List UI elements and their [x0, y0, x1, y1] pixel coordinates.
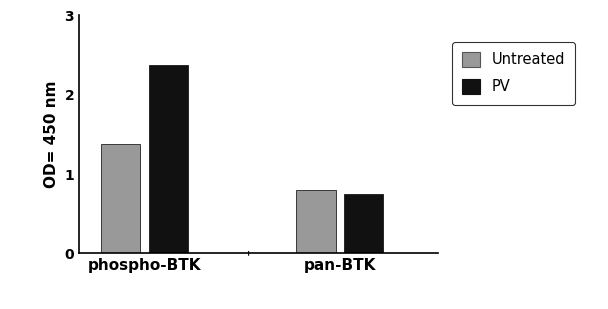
- Y-axis label: OD= 450 nm: OD= 450 nm: [44, 81, 59, 188]
- Bar: [344, 194, 384, 253]
- Legend: Untreated, PV: Untreated, PV: [452, 42, 575, 105]
- Bar: [148, 66, 188, 253]
- Bar: [101, 144, 140, 253]
- Bar: [297, 190, 336, 253]
